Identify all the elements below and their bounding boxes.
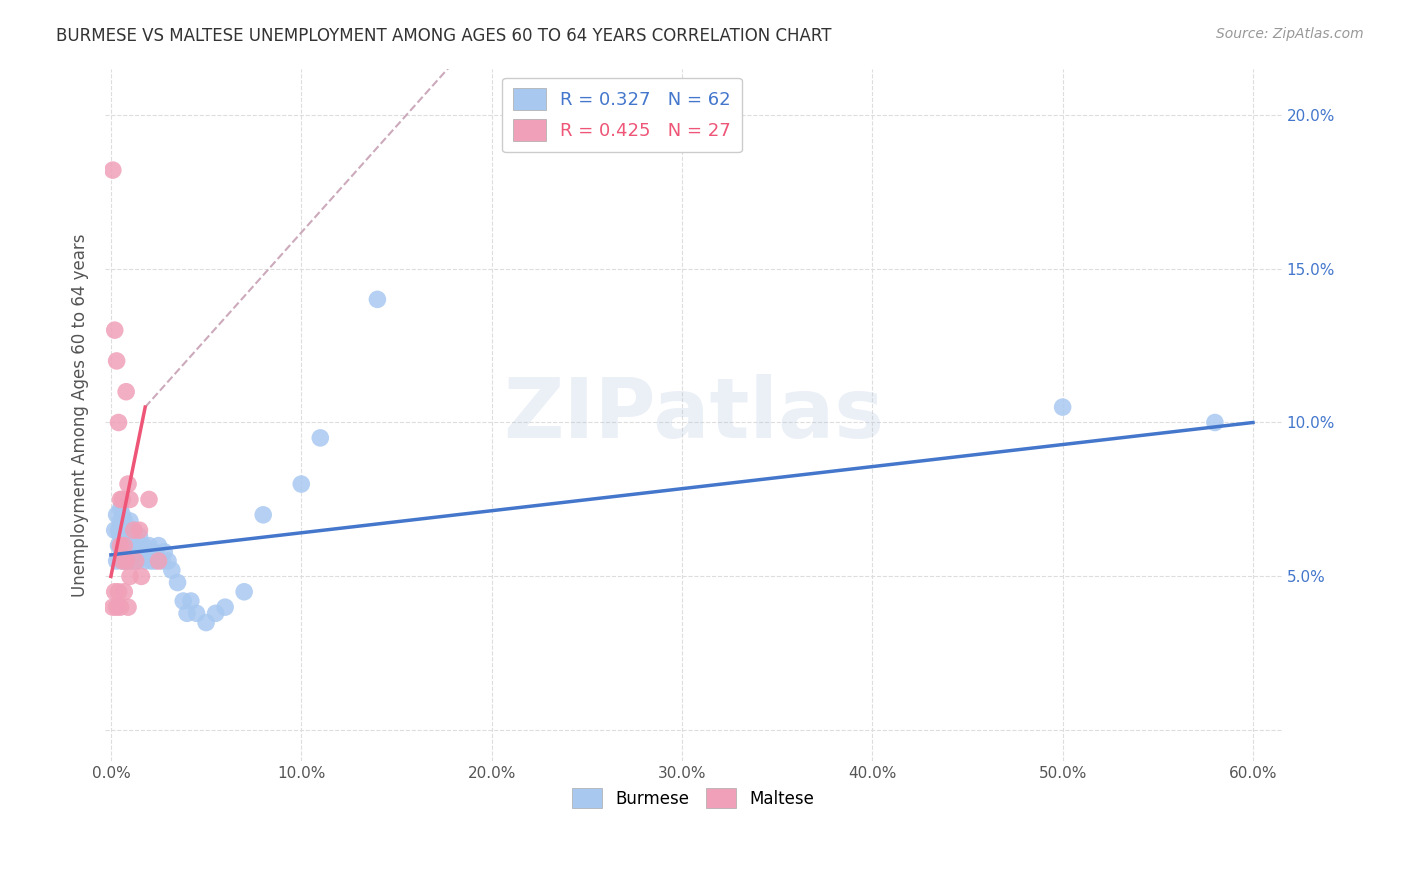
Point <box>117 545 139 559</box>
Point <box>110 514 132 528</box>
Point <box>143 554 166 568</box>
Point <box>111 554 134 568</box>
Point <box>233 584 256 599</box>
Point <box>105 508 128 522</box>
Point <box>112 539 135 553</box>
Point <box>153 545 176 559</box>
Legend: Burmese, Maltese: Burmese, Maltese <box>565 781 821 815</box>
Point <box>111 554 134 568</box>
Point <box>118 539 141 553</box>
Point <box>112 554 135 568</box>
Point <box>124 533 146 547</box>
Point <box>105 600 128 615</box>
Point <box>166 575 188 590</box>
Point <box>118 529 141 543</box>
Point <box>115 523 138 537</box>
Point <box>115 554 138 568</box>
Point <box>111 545 134 559</box>
Point <box>195 615 218 630</box>
Point <box>124 554 146 568</box>
Point <box>107 584 129 599</box>
Point <box>160 563 183 577</box>
Point <box>115 554 138 568</box>
Point <box>104 584 127 599</box>
Point <box>1204 416 1226 430</box>
Point <box>111 508 134 522</box>
Point <box>118 514 141 528</box>
Point <box>138 492 160 507</box>
Point <box>104 523 127 537</box>
Point <box>117 477 139 491</box>
Point <box>112 584 135 599</box>
Point <box>122 545 145 559</box>
Point <box>110 501 132 516</box>
Point <box>105 554 128 568</box>
Point <box>107 523 129 537</box>
Point <box>122 523 145 537</box>
Point <box>110 539 132 553</box>
Point <box>122 523 145 537</box>
Point <box>105 354 128 368</box>
Point <box>134 554 156 568</box>
Point <box>290 477 312 491</box>
Point <box>115 384 138 399</box>
Point <box>172 594 194 608</box>
Point <box>118 569 141 583</box>
Point <box>138 539 160 553</box>
Point <box>148 539 170 553</box>
Point <box>101 600 124 615</box>
Point <box>214 600 236 615</box>
Point <box>136 545 159 559</box>
Point <box>186 607 208 621</box>
Point <box>121 533 143 547</box>
Point <box>124 545 146 559</box>
Point <box>117 533 139 547</box>
Point <box>128 529 150 543</box>
Point <box>115 545 138 559</box>
Point <box>112 539 135 553</box>
Text: Source: ZipAtlas.com: Source: ZipAtlas.com <box>1216 27 1364 41</box>
Point <box>131 569 153 583</box>
Point <box>180 594 202 608</box>
Point <box>150 554 173 568</box>
Text: ZIPatlas: ZIPatlas <box>503 375 884 455</box>
Point <box>110 539 132 553</box>
Point <box>176 607 198 621</box>
Point <box>148 554 170 568</box>
Point <box>110 600 132 615</box>
Point <box>110 523 132 537</box>
Y-axis label: Unemployment Among Ages 60 to 64 years: Unemployment Among Ages 60 to 64 years <box>72 233 89 597</box>
Point <box>101 163 124 178</box>
Point <box>1052 400 1074 414</box>
Point <box>118 492 141 507</box>
Point <box>104 323 127 337</box>
Point <box>110 492 132 507</box>
Point <box>107 416 129 430</box>
Point <box>115 529 138 543</box>
Point <box>142 545 165 559</box>
Point <box>366 293 388 307</box>
Point <box>128 523 150 537</box>
Point <box>111 492 134 507</box>
Point <box>309 431 332 445</box>
Point <box>117 600 139 615</box>
Point <box>127 554 149 568</box>
Text: BURMESE VS MALTESE UNEMPLOYMENT AMONG AGES 60 TO 64 YEARS CORRELATION CHART: BURMESE VS MALTESE UNEMPLOYMENT AMONG AG… <box>56 27 832 45</box>
Point <box>112 514 135 528</box>
Point <box>139 554 162 568</box>
Point <box>132 539 155 553</box>
Point <box>252 508 274 522</box>
Point <box>131 545 153 559</box>
Point <box>118 554 141 568</box>
Point <box>121 554 143 568</box>
Point <box>204 607 226 621</box>
Point <box>107 539 129 553</box>
Point <box>110 529 132 543</box>
Point <box>157 554 180 568</box>
